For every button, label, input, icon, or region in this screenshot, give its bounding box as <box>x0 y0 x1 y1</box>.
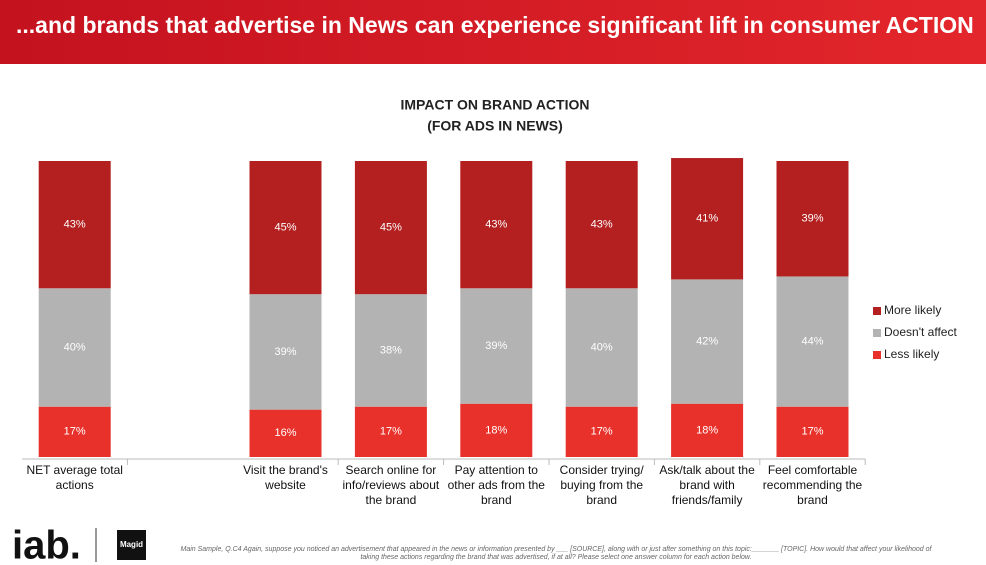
data-label: 43% <box>591 219 613 231</box>
x-tick-label: Pay attention to other ads from the bran… <box>447 463 545 507</box>
x-tick-label: Search online for info/reviews about the… <box>342 463 440 507</box>
data-label: 17% <box>380 426 402 438</box>
legend-label: Less likely <box>884 347 939 361</box>
chart-subtitle: (FOR ADS IN NEWS) <box>427 118 563 134</box>
x-tick-label: Feel comfortable recommending the brand <box>762 463 863 507</box>
data-label: 18% <box>485 424 507 436</box>
bar-segment <box>354 406 427 457</box>
data-label: 45% <box>380 222 402 234</box>
bar-segment <box>776 276 849 407</box>
data-label: 40% <box>591 341 613 353</box>
legend-swatch <box>873 307 881 315</box>
bar-segment <box>38 288 111 407</box>
bar-segment <box>354 161 427 295</box>
data-label: 41% <box>696 213 718 225</box>
x-tick-label: Consider trying/ buying from the brand <box>559 463 644 507</box>
data-label: 17% <box>64 426 86 438</box>
data-label: 43% <box>485 219 507 231</box>
bar-segment <box>460 403 533 457</box>
iab-logo: iab. <box>12 524 81 565</box>
legend-swatch <box>873 329 881 337</box>
bar-segment <box>565 288 638 407</box>
x-tick-label: Visit the brand's website <box>243 463 328 492</box>
data-label: 18% <box>696 424 718 436</box>
legend-label: More likely <box>884 303 941 317</box>
header-banner <box>0 0 986 64</box>
bar-segment <box>38 406 111 457</box>
bar-segment <box>565 406 638 457</box>
footnote: Main Sample, Q.C4 Again, suppose you not… <box>180 546 932 561</box>
data-label: 17% <box>591 426 613 438</box>
data-label: 44% <box>801 335 823 347</box>
magid-logo-box <box>117 530 146 560</box>
data-label: 38% <box>380 344 402 356</box>
data-label: 45% <box>274 222 296 234</box>
chart-title: IMPACT ON BRAND ACTION <box>401 97 590 113</box>
bar-segment <box>249 294 322 410</box>
x-tick-label: NET average total actions <box>26 463 123 492</box>
legend-label: Doesn't affect <box>884 325 957 339</box>
bar-segment <box>249 161 322 295</box>
magid-logo: Magid <box>120 540 143 549</box>
data-label: 39% <box>801 213 823 225</box>
header-title: ...and brands that advertise in News can… <box>16 12 974 38</box>
data-label: 17% <box>801 426 823 438</box>
bar-segment <box>249 409 322 457</box>
bar-segment <box>776 161 849 277</box>
bar-segment <box>38 161 111 289</box>
bar-segment <box>671 158 744 280</box>
bar-segment <box>671 403 744 457</box>
data-label: 42% <box>696 335 718 347</box>
bar-segment <box>565 161 638 289</box>
data-label: 16% <box>274 427 296 439</box>
bar-segment <box>460 161 533 289</box>
data-label: 40% <box>64 341 86 353</box>
bar-segment <box>460 288 533 404</box>
bar-segment <box>671 279 744 404</box>
data-label: 39% <box>485 340 507 352</box>
x-tick-label: Ask/talk about the brand with friends/fa… <box>659 463 755 507</box>
bar-segment <box>776 406 849 457</box>
data-label: 43% <box>64 219 86 231</box>
data-label: 39% <box>274 346 296 358</box>
legend-swatch <box>873 351 881 359</box>
bar-segment <box>354 294 427 407</box>
